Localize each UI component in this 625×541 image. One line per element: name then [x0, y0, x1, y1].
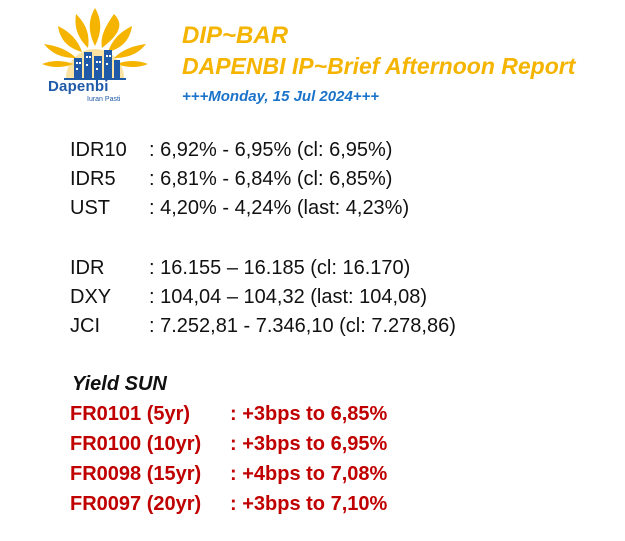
- item-label: IDR5: [70, 168, 116, 190]
- item-label: UST: [70, 197, 110, 219]
- item-value: : 6,81% - 6,84% (cl: 6,85%): [149, 168, 393, 190]
- item-value: : 7.252,81 - 7.346,10 (cl: 7.278,86): [149, 315, 456, 337]
- item-label: FR0097 (20yr): [70, 493, 202, 515]
- report-subtitle: DAPENBI IP~Brief Afternoon Report: [182, 53, 576, 79]
- item-label: FR0101 (5yr): [70, 403, 191, 425]
- item-value: : 6,92% - 6,95% (cl: 6,95%): [149, 139, 393, 161]
- item-value: : 4,20% - 4,24% (last: 4,23%): [149, 197, 410, 219]
- logo-tagline: Iuran Pasti: [87, 96, 121, 103]
- logo-brand-text: Dapenbi: [48, 78, 109, 95]
- item-label: FR0098 (15yr): [70, 463, 202, 485]
- item-label: FR0100 (10yr): [70, 433, 202, 455]
- report-title: DIP~BAR: [182, 22, 289, 49]
- item-value: : 16.155 – 16.185 (cl: 16.170): [149, 257, 411, 279]
- item-value: : +3bps to 7,10%: [230, 493, 388, 515]
- item-value: : +3bps to 6,95%: [230, 433, 388, 455]
- item-value: : +3bps to 6,85%: [230, 403, 388, 425]
- yield-section-title: Yield SUN: [72, 373, 167, 395]
- item-label: JCI: [70, 315, 100, 337]
- item-label: IDR10: [70, 139, 127, 161]
- item-value: : +4bps to 7,08%: [230, 463, 388, 485]
- item-label: IDR: [70, 257, 105, 279]
- report-date: +++Monday, 15 Jul 2024+++: [182, 88, 380, 105]
- item-value: : 104,04 – 104,32 (last: 104,08): [149, 286, 427, 308]
- item-label: DXY: [70, 286, 112, 308]
- dapenbi-logo-icon: [42, 8, 148, 80]
